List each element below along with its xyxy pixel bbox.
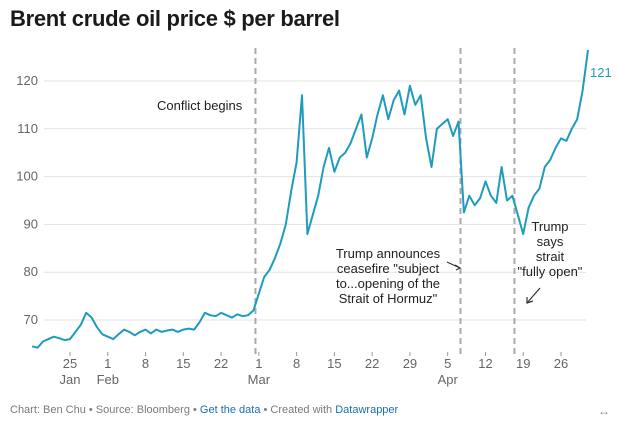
annotation-arrow <box>526 287 541 304</box>
x-tick-month-label: Apr <box>438 372 459 387</box>
annotation-arrowhead <box>526 297 534 304</box>
x-tick-month-label: Mar <box>248 372 271 387</box>
x-tick-label: 5 <box>444 356 451 371</box>
x-tick-month-label: Jan <box>60 372 81 387</box>
x-tick-label: 15 <box>176 356 190 371</box>
y-tick-label: 70 <box>24 312 38 327</box>
x-tick-label: 22 <box>214 356 228 371</box>
annotation-ceasefire-line: Trump announces <box>336 246 441 261</box>
annotation-conflict-begins: Conflict begins <box>157 98 243 113</box>
footer-credit: Chart: Ben Chu • Source: Bloomberg • <box>10 404 200 416</box>
x-tick-label: 15 <box>327 356 341 371</box>
x-tick-label: 1 <box>255 356 262 371</box>
x-tick-label: 19 <box>516 356 530 371</box>
annotation-ceasefire-line: ceasefire "subject <box>337 261 440 276</box>
x-tick-label: 1 <box>104 356 111 371</box>
chart-footer: Chart: Ben Chu • Source: Bloomberg • Get… <box>10 404 398 416</box>
x-tick-label: 22 <box>365 356 379 371</box>
x-tick-label: 12 <box>478 356 492 371</box>
annotation-strait-open-line: says <box>537 234 564 249</box>
y-tick-label: 100 <box>16 169 38 184</box>
annotation-strait-open-line: Trump <box>531 219 568 234</box>
x-tick-label: 29 <box>403 356 417 371</box>
chart-title: Brent crude oil price $ per barrel <box>10 6 340 31</box>
datawrapper-link[interactable]: Datawrapper <box>335 404 399 416</box>
annotation-arrowhead <box>454 264 462 271</box>
x-tick-label: 26 <box>554 356 568 371</box>
y-tick-label: 120 <box>16 73 38 88</box>
x-tick-label: 8 <box>293 356 300 371</box>
resize-icon[interactable]: ↔ <box>598 404 610 418</box>
x-tick-label: 25 <box>63 356 77 371</box>
x-tick-label: 8 <box>142 356 149 371</box>
end-value-label: 121 <box>590 65 612 80</box>
y-tick-label: 90 <box>24 216 38 231</box>
annotation-ceasefire-line: to...opening of the <box>336 276 440 291</box>
y-tick-label: 80 <box>24 264 38 279</box>
x-tick-month-label: Feb <box>97 372 119 387</box>
annotation-ceasefire-line: Strait of Hormuz" <box>339 291 438 306</box>
price-line <box>31 49 589 349</box>
get-data-link[interactable]: Get the data <box>199 404 261 416</box>
footer-created: • Created with <box>260 404 336 416</box>
annotation-strait-open-line: "fully open" <box>518 264 583 279</box>
annotation-strait-open-line: strait <box>536 249 565 264</box>
y-tick-label: 110 <box>17 121 38 136</box>
